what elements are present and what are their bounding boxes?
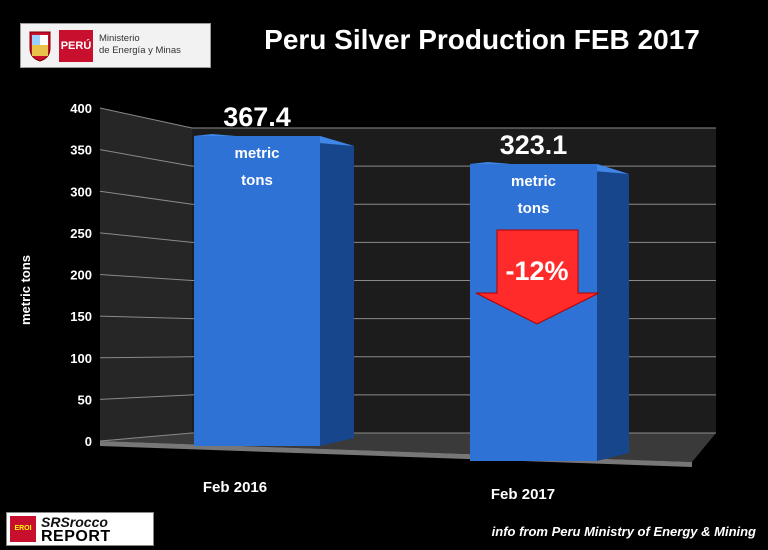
bar-unit-label: metric bbox=[234, 145, 279, 162]
percent-change-label: -12% bbox=[505, 256, 568, 286]
down-arrow-icon bbox=[475, 229, 600, 325]
y-tick-label: 300 bbox=[70, 184, 92, 199]
x-tick-label: Feb 2017 bbox=[491, 486, 555, 503]
ministry-logo: PERÚ Ministerio de Energía y Minas bbox=[20, 23, 211, 68]
y-axis-label: metric tons bbox=[18, 255, 33, 325]
bar bbox=[194, 136, 320, 446]
y-tick-label: 400 bbox=[70, 101, 92, 116]
eroi-badge: EROI bbox=[10, 516, 36, 542]
logo-country: PERÚ bbox=[59, 30, 93, 62]
bar-1 bbox=[194, 134, 354, 446]
srsrocco-logo: EROI SRSrocco REPORT bbox=[6, 512, 154, 546]
logo-ministry-line2: de Energía y Minas bbox=[99, 45, 181, 56]
source-note: info from Peru Ministry of Energy & Mini… bbox=[491, 524, 756, 539]
y-tick-label: 200 bbox=[70, 268, 92, 283]
gridline bbox=[99, 107, 716, 129]
y-tick-label: 150 bbox=[70, 309, 92, 324]
y-tick-label: 100 bbox=[70, 351, 92, 366]
logo-ministry-line1: Ministerio bbox=[99, 33, 140, 44]
bar-side bbox=[320, 136, 354, 446]
brand-line1: SRSrocco bbox=[41, 514, 108, 530]
logo-ministry-text: Ministerio de Energía y Minas bbox=[99, 33, 209, 57]
bar-side bbox=[597, 164, 629, 461]
peru-coat-of-arms-icon bbox=[29, 31, 51, 62]
bar-unit-label: tons bbox=[241, 172, 273, 189]
y-tick-label: 0 bbox=[85, 434, 92, 449]
y-tick-label: 350 bbox=[70, 143, 92, 158]
x-tick-label: Feb 2016 bbox=[203, 479, 267, 496]
bar-unit-label: tons bbox=[518, 200, 550, 217]
chart-title: Peru Silver Production FEB 2017 bbox=[264, 24, 700, 55]
chart-labels: metric tons 367.4 metric tons Feb 2016 323.1 m… bbox=[18, 102, 600, 503]
decline-arrow-annotation: -12% bbox=[475, 229, 600, 325]
brand-line2: REPORT bbox=[41, 528, 111, 545]
y-tick-label: 250 bbox=[70, 226, 92, 241]
bar-value-label: 367.4 bbox=[223, 102, 291, 132]
bar-unit-label: metric bbox=[511, 173, 556, 190]
y-axis-ticks: 0 50 100 150 200 250 300 350 400 bbox=[70, 101, 92, 449]
bar-value-label: 323.1 bbox=[500, 130, 568, 160]
y-tick-label: 50 bbox=[78, 392, 92, 407]
